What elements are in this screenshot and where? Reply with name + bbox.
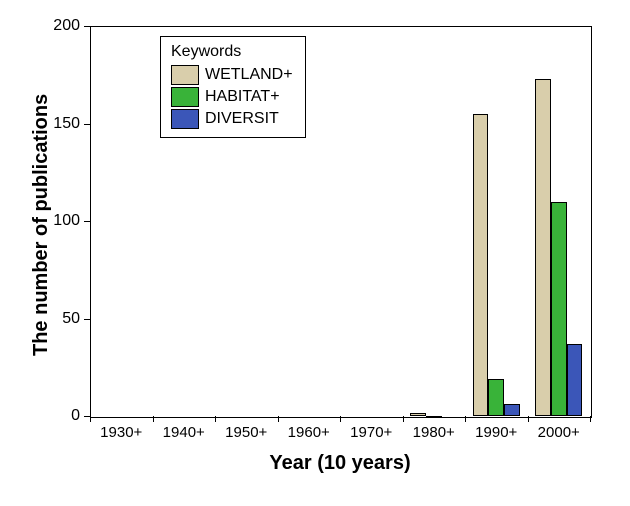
x-tick-label: 1930+ [100,424,142,441]
y-tick-label: 150 [53,115,80,133]
legend-swatch [171,109,199,129]
x-axis-title: Year (10 years) [269,452,410,475]
x-tick-label: 1940+ [163,424,205,441]
bar [488,379,504,416]
bar [504,404,520,416]
legend-swatch [171,87,199,107]
y-tick-label: 200 [53,17,80,35]
y-tick-mark [84,124,90,125]
bar [551,202,567,417]
legend-label: WETLAND+ [205,66,293,84]
legend-title: Keywords [171,43,293,61]
x-tick-mark [403,416,404,422]
bar [567,344,583,416]
x-tick-label: 1950+ [225,424,267,441]
x-tick-mark [465,416,466,422]
y-tick-label: 50 [62,310,80,328]
y-tick-label: 0 [71,407,80,425]
publications-chart: The number of publications Year (10 year… [0,0,630,506]
x-tick-mark [215,416,216,422]
legend-label: HABITAT+ [205,88,280,106]
y-tick-mark [84,319,90,320]
y-tick-mark [84,221,90,222]
bar [535,79,551,416]
legend-swatch [171,65,199,85]
y-tick-label: 100 [53,212,80,230]
x-tick-mark [90,416,91,422]
x-tick-label: 1990+ [475,424,517,441]
legend: Keywords WETLAND+ HABITAT+ DIVERSIT [160,36,306,138]
x-tick-mark [153,416,154,422]
bar [410,413,426,416]
x-tick-mark [528,416,529,422]
x-tick-label: 1970+ [350,424,392,441]
x-tick-label: 2000+ [538,424,580,441]
legend-item: HABITAT+ [171,87,293,107]
x-tick-mark [340,416,341,422]
bar [426,416,442,418]
bar [473,114,489,416]
y-axis-title: The number of publications [30,94,53,356]
legend-label: DIVERSIT [205,110,279,128]
x-tick-mark [278,416,279,422]
x-tick-mark [590,416,591,422]
legend-item: WETLAND+ [171,65,293,85]
x-tick-label: 1960+ [288,424,330,441]
legend-item: DIVERSIT [171,109,293,129]
y-tick-mark [84,26,90,27]
x-tick-label: 1980+ [413,424,455,441]
